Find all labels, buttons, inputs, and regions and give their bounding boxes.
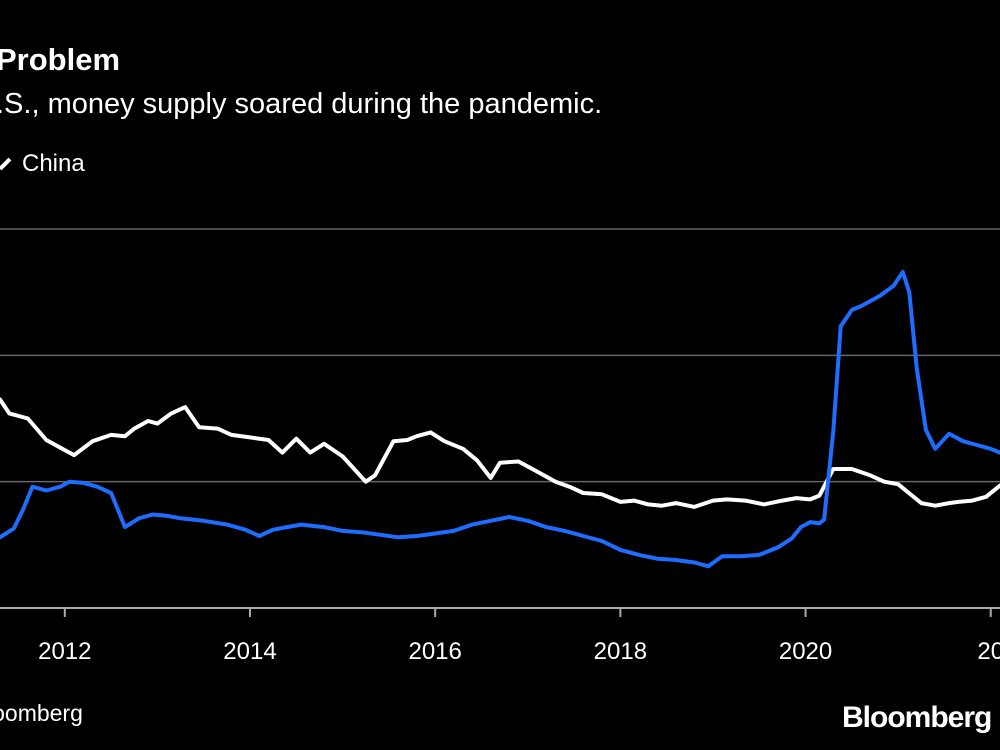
series-line-u-s	[0, 270, 1000, 569]
x-axis-ticks: 2012 2014 2016 2018 2020 20	[38, 608, 1000, 665]
series-line-china	[0, 397, 1000, 509]
x-tick-label-2020: 2020	[779, 638, 832, 665]
chart-subtitle: .S., money supply soared during the pand…	[0, 88, 603, 120]
x-tick-label-2018: 2018	[594, 638, 647, 665]
x-tick-label-2016: 2016	[408, 638, 461, 665]
x-tick-label-20: 20	[977, 638, 1000, 665]
legend-label-china: China	[22, 150, 85, 177]
bloomberg-logo: Bloomberg	[842, 701, 992, 734]
source-note: loomberg	[0, 700, 83, 726]
series-lines	[0, 270, 1000, 569]
gridlines	[0, 228, 1000, 483]
x-tick-label-2012: 2012	[38, 638, 91, 665]
x-tick-label-2014: 2014	[223, 638, 276, 665]
chart-title: Problem	[0, 42, 121, 77]
legend: China	[0, 150, 85, 178]
